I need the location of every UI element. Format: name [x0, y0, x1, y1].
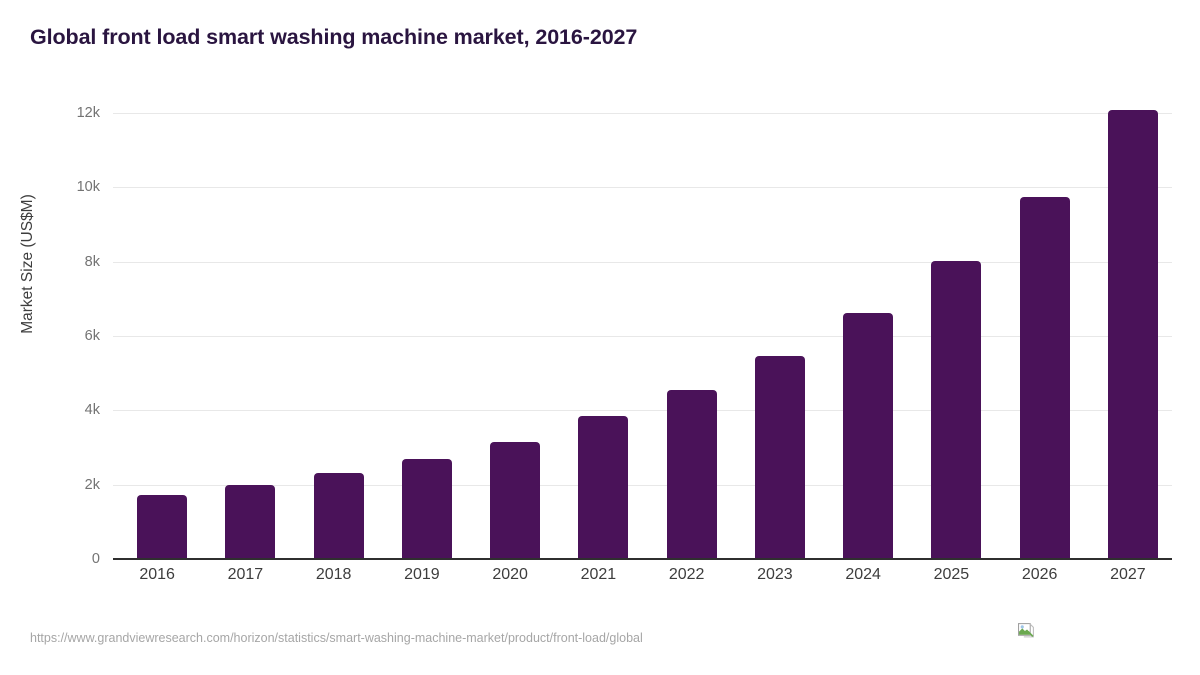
y-axis-title: Market Size (US$M): [19, 194, 36, 334]
bar[interactable]: [667, 389, 717, 559]
x-axis-tick-label: 2017: [227, 566, 264, 583]
y-axis-tick-labels: 0 2k 4k 6k 8k 10k 12k: [20, 105, 100, 567]
x-axis-tick-label: 2020: [492, 566, 528, 583]
y-axis-tick-label: 10k: [76, 179, 100, 196]
x-axis-tick-label: 2016: [139, 566, 175, 583]
gridline: [113, 187, 1172, 189]
bar[interactable]: [225, 485, 275, 559]
gridline: [113, 484, 1172, 486]
bar[interactable]: [755, 355, 805, 559]
bar[interactable]: [314, 472, 364, 559]
x-axis-tick-labels: 2016 2017 2018 2019 2020 2021 2022 2023 2024 2025…: [113, 566, 1172, 596]
x-axis-line: [113, 558, 1172, 560]
x-axis-tick-label: 2019: [404, 566, 440, 583]
bar[interactable]: [1108, 110, 1158, 559]
gridline: [113, 261, 1172, 263]
x-axis-tick-label: 2027: [1110, 566, 1146, 583]
x-axis-tick-label: 2023: [757, 566, 793, 583]
gridline: [113, 336, 1172, 337]
y-axis-tick-label: 6k: [84, 328, 100, 344]
bar[interactable]: [1020, 197, 1070, 559]
gridline: [113, 410, 1172, 412]
y-axis-tick-label: 2k: [84, 476, 100, 493]
plot-area: [113, 110, 1172, 559]
source-url-text[interactable]: https://www.grandviewresearch.com/horizo…: [30, 631, 643, 645]
bar[interactable]: [578, 415, 628, 559]
y-axis-tick-label: 8k: [84, 253, 100, 270]
broken-image-icon: [1018, 623, 1034, 638]
y-axis-tick-label: 4k: [84, 402, 100, 419]
x-axis-tick-label: 2022: [668, 566, 705, 583]
bar[interactable]: [931, 260, 981, 559]
y-axis-tick-label: 0: [91, 551, 100, 567]
x-axis-tick-label: 2021: [580, 566, 617, 583]
gridline: [113, 113, 1172, 114]
x-axis-tick-label: 2025: [933, 566, 970, 583]
x-axis-tick-label: 2018: [315, 566, 352, 583]
page-title: Global front load smart washing machine …: [30, 25, 638, 49]
bar[interactable]: [843, 312, 893, 559]
y-axis-tick-label: 12k: [76, 105, 100, 121]
bar[interactable]: [137, 495, 187, 559]
bar[interactable]: [402, 459, 452, 559]
bar[interactable]: [490, 441, 540, 559]
x-axis-tick-label: 2026: [1021, 566, 1058, 583]
x-axis-tick-label: 2024: [845, 566, 881, 583]
